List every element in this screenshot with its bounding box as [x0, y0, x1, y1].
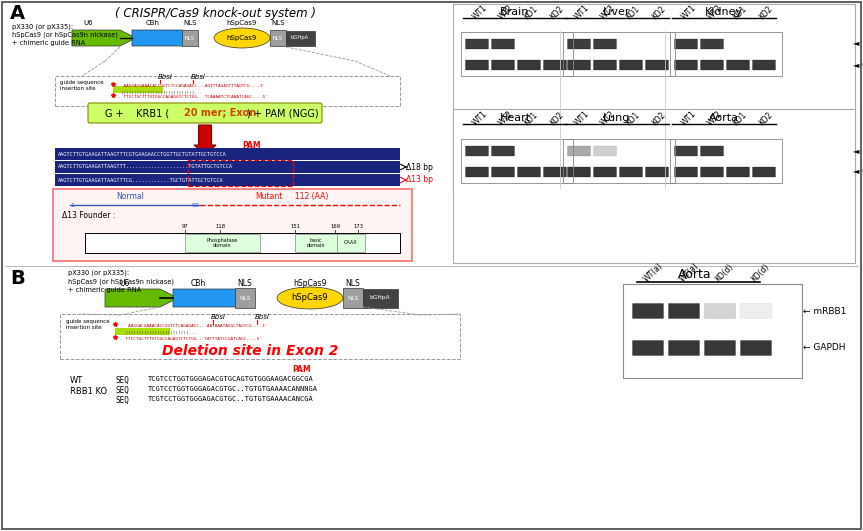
- FancyBboxPatch shape: [492, 39, 514, 49]
- FancyBboxPatch shape: [53, 189, 412, 261]
- FancyBboxPatch shape: [633, 304, 664, 319]
- FancyBboxPatch shape: [633, 340, 664, 355]
- Text: TCGTCCTGGTGGGAGACGTGC..TGTGTGAAAACANNNGA: TCGTCCTGGTGGGAGACGTGC..TGTGTGAAAACANNNGA: [148, 386, 318, 392]
- FancyArrow shape: [132, 30, 198, 46]
- Text: WT1: WT1: [680, 3, 698, 21]
- FancyBboxPatch shape: [701, 146, 723, 156]
- Text: 5'- AAGGACGAAACACCGGTCTCCAGAGACC...AGTTTAGAGTTTAGTCG...-3': 5'- AAGGACGAAACACCGGTCTCCAGAGACC...AGTTT…: [113, 84, 265, 88]
- Text: WT(a): WT(a): [641, 261, 665, 284]
- Text: KO2: KO2: [651, 4, 668, 21]
- Text: WT1: WT1: [470, 3, 489, 21]
- Text: WT2: WT2: [496, 109, 515, 127]
- FancyBboxPatch shape: [675, 146, 697, 156]
- Text: KO1: KO1: [732, 110, 749, 127]
- FancyBboxPatch shape: [594, 60, 616, 70]
- Text: PAM: PAM: [293, 364, 312, 373]
- Text: WT: WT: [70, 376, 83, 385]
- Text: BbsI: BbsI: [255, 314, 269, 320]
- Text: G +    KRB1 (: G + KRB1 (: [105, 108, 169, 118]
- FancyArrow shape: [173, 289, 253, 307]
- FancyBboxPatch shape: [465, 60, 488, 70]
- Text: Deletion site in Exon 2: Deletion site in Exon 2: [162, 344, 338, 358]
- FancyBboxPatch shape: [544, 167, 566, 177]
- Text: SEQ: SEQ: [115, 396, 129, 405]
- FancyBboxPatch shape: [568, 60, 590, 70]
- FancyBboxPatch shape: [704, 304, 735, 319]
- Text: NLS: NLS: [183, 20, 197, 26]
- Text: BbsI: BbsI: [191, 74, 205, 80]
- FancyBboxPatch shape: [492, 60, 514, 70]
- Text: KO1: KO1: [523, 4, 539, 21]
- Text: CBh: CBh: [191, 279, 205, 288]
- FancyBboxPatch shape: [701, 60, 723, 70]
- FancyBboxPatch shape: [568, 146, 590, 156]
- FancyBboxPatch shape: [518, 60, 540, 70]
- Text: ) + PAM (NGG): ) + PAM (NGG): [247, 108, 318, 118]
- FancyBboxPatch shape: [669, 340, 700, 355]
- FancyBboxPatch shape: [623, 284, 802, 378]
- Text: Lung: Lung: [603, 113, 631, 123]
- Text: pX330 (or pX335):
hSpCas9 (or hSpCas9n nickase)
+ chimeric guide RNA: pX330 (or pX335): hSpCas9 (or hSpCas9n n…: [12, 23, 118, 46]
- FancyBboxPatch shape: [453, 4, 855, 193]
- FancyBboxPatch shape: [675, 60, 697, 70]
- FancyBboxPatch shape: [568, 39, 590, 49]
- FancyBboxPatch shape: [620, 60, 642, 70]
- Text: 151: 151: [290, 224, 300, 229]
- FancyBboxPatch shape: [675, 39, 697, 49]
- FancyBboxPatch shape: [270, 30, 286, 46]
- Text: CAAX: CAAX: [344, 241, 358, 245]
- FancyBboxPatch shape: [465, 146, 488, 156]
- Text: Normal: Normal: [116, 192, 144, 201]
- FancyBboxPatch shape: [544, 60, 566, 70]
- FancyBboxPatch shape: [492, 167, 514, 177]
- Text: KO(d): KO(d): [750, 262, 772, 284]
- FancyBboxPatch shape: [704, 340, 735, 355]
- Text: WT2: WT2: [706, 3, 724, 21]
- Text: NLS: NLS: [237, 279, 252, 288]
- Text: ◄ KRB1: ◄ KRB1: [853, 39, 863, 48]
- Text: 5'-  AAGGACGAAACACCGGTCTCAGAGACC...AATAAATAGGCTAGTCG...-3': 5'- AAGGACGAAACACCGGTCTCAGAGACC...AATAAA…: [115, 324, 268, 328]
- FancyBboxPatch shape: [675, 167, 697, 177]
- FancyBboxPatch shape: [55, 161, 400, 173]
- FancyBboxPatch shape: [753, 60, 776, 70]
- Text: WT(a): WT(a): [677, 261, 700, 284]
- Text: BbsI: BbsI: [211, 314, 225, 320]
- Text: WT1: WT1: [680, 109, 698, 127]
- Text: Kidney: Kidney: [705, 7, 743, 17]
- Text: U6: U6: [83, 20, 93, 26]
- FancyBboxPatch shape: [88, 103, 322, 123]
- Text: NLS: NLS: [347, 295, 359, 301]
- Text: WT1: WT1: [470, 109, 489, 127]
- FancyArrow shape: [194, 125, 216, 155]
- Text: KO2: KO2: [549, 4, 566, 21]
- Text: 20 mer; Exon: 20 mer; Exon: [184, 108, 256, 118]
- Text: AAGTCTTGTGAAGATTAAGTTT....................TGTATTGCTGTCCA: AAGTCTTGTGAAGATTAAGTTT..................…: [58, 165, 233, 169]
- Text: Liver: Liver: [603, 7, 631, 17]
- Text: ◄ GAPDH: ◄ GAPDH: [853, 61, 863, 70]
- Text: 92: 92: [192, 203, 200, 208]
- FancyBboxPatch shape: [568, 167, 590, 177]
- Text: hSpCas9: hSpCas9: [293, 279, 327, 288]
- Text: NLS: NLS: [185, 36, 195, 40]
- Text: WT1: WT1: [573, 109, 591, 127]
- Text: ( CRISPR/Cas9 knock-out system ): ( CRISPR/Cas9 knock-out system ): [115, 7, 316, 20]
- Text: RBB1 KO: RBB1 KO: [70, 387, 107, 396]
- FancyBboxPatch shape: [727, 60, 749, 70]
- Text: ◄ GAPDH: ◄ GAPDH: [853, 167, 863, 176]
- FancyBboxPatch shape: [492, 146, 514, 156]
- FancyBboxPatch shape: [295, 234, 337, 252]
- Text: Mutant: Mutant: [255, 192, 282, 201]
- Text: hSpCas9: hSpCas9: [227, 35, 257, 41]
- Text: Δ13 bp: Δ13 bp: [406, 176, 433, 184]
- Text: KO1: KO1: [523, 110, 539, 127]
- Text: ||||||||||||||||||||||||||||...: ||||||||||||||||||||||||||||...: [113, 90, 202, 94]
- FancyBboxPatch shape: [620, 167, 642, 177]
- Text: KO2: KO2: [758, 4, 775, 21]
- FancyBboxPatch shape: [701, 167, 723, 177]
- Text: Phosphatase
domain: Phosphatase domain: [206, 237, 237, 249]
- Ellipse shape: [214, 28, 270, 48]
- Text: 3'- TTCCTGCTTTGTGGCCAGAGTCTCTGG...TATTTATCCGATCAGC...-5': 3'- TTCCTGCTTTGTGGCCAGAGTCTCTGG...TATTTA…: [115, 337, 262, 341]
- Text: SEQ: SEQ: [115, 386, 129, 395]
- Text: pX330 (or pX335):
hSpCas9 (or hSpCas9n nickase)
+ chimeric guide RNA: pX330 (or pX335): hSpCas9 (or hSpCas9n n…: [68, 270, 174, 293]
